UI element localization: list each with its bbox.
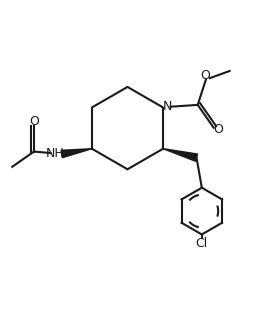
Text: O: O [213,123,223,135]
Text: N: N [162,100,171,113]
Polygon shape [61,149,91,158]
Text: O: O [199,69,209,82]
Text: O: O [29,115,39,128]
Text: Cl: Cl [195,237,207,250]
Text: NH: NH [45,147,64,160]
Polygon shape [163,149,197,161]
